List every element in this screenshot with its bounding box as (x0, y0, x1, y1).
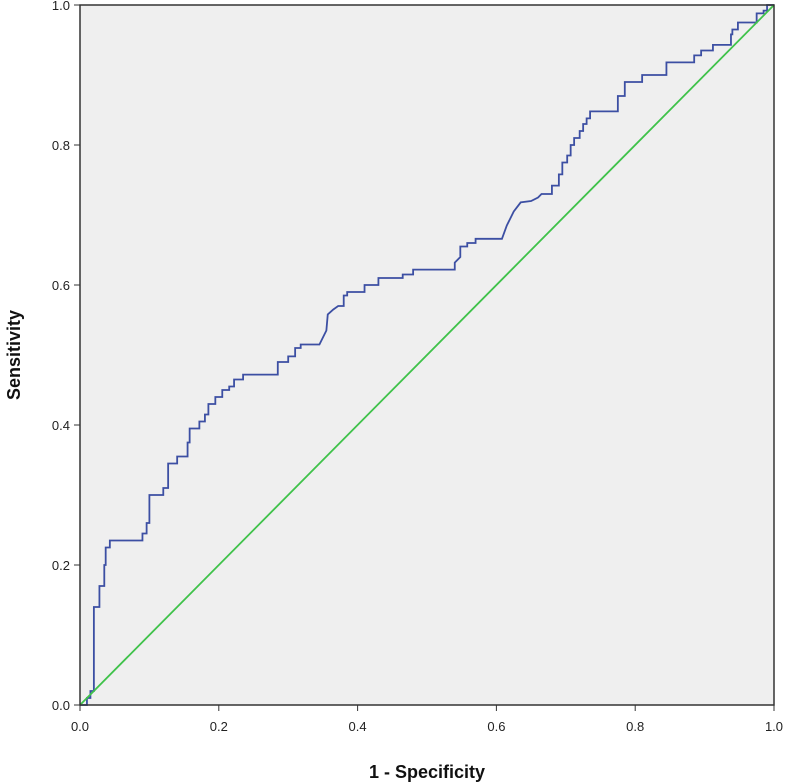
x-axis-title: 1 - Specificity (369, 762, 485, 782)
y-tick-label: 0.8 (52, 138, 70, 153)
x-tick-label: 0.2 (210, 719, 228, 734)
reference-diagonal-line (79, 4, 775, 706)
x-tick-label: 0.4 (349, 719, 367, 734)
ticks-layer: 0.0 0.2 0.4 0.6 0.8 1.0 0.0 0.2 0.4 0.6 0.8 1.0 (52, 0, 783, 734)
series-layer (79, 4, 775, 706)
x-tick-label: 1.0 (765, 719, 783, 734)
y-tick-label: 0.4 (52, 418, 70, 433)
y-tick-label: 0.6 (52, 278, 70, 293)
y-tick-label: 0.0 (52, 698, 70, 713)
y-tick-label: 1.0 (52, 0, 70, 13)
roc-curve-line (80, 4, 774, 706)
x-tick-label: 0.8 (626, 719, 644, 734)
plot-frame (79, 4, 775, 706)
x-tick-label: 0.6 (487, 719, 505, 734)
x-tick-label: 0.0 (71, 719, 89, 734)
y-axis-title: Sensitivity (4, 310, 24, 400)
y-tick-label: 0.2 (52, 558, 70, 573)
